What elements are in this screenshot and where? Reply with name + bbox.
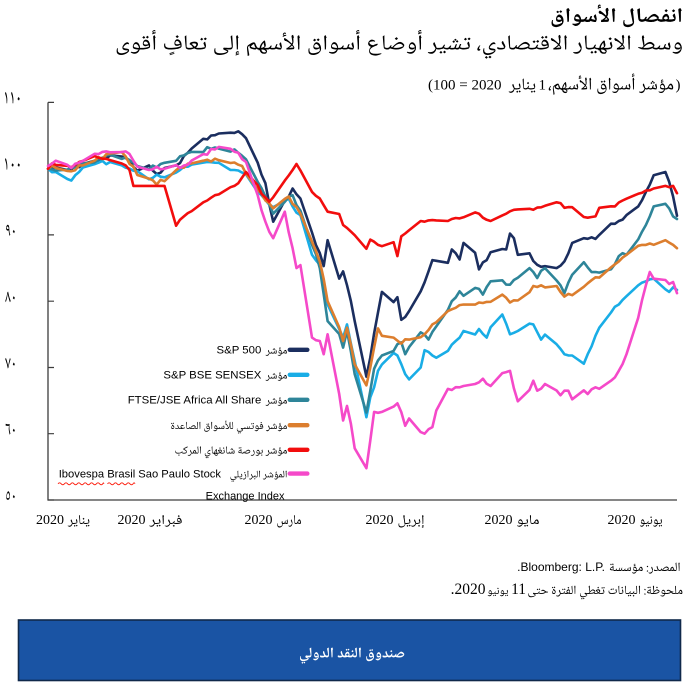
svg-text:Exchange Index: Exchange Index: [206, 490, 285, 502]
svg-text:.2020: .2020: [451, 581, 486, 598]
svg-text:2020: 2020: [36, 513, 64, 528]
svg-text:S&P BSE SENSEX: S&P BSE SENSEX: [163, 370, 261, 382]
svg-text:): ): [676, 78, 681, 94]
svg-text:11: 11: [511, 581, 526, 598]
svg-text:.Bloomberg: L.P.: .Bloomberg: L.P.: [517, 560, 605, 574]
svg-text:2020: 2020: [608, 513, 636, 528]
svg-text:Ibovespa Brasil Sao Paulo Stoc: Ibovespa Brasil Sao Paulo Stock: [59, 468, 222, 480]
svg-text:2020: 2020: [366, 513, 394, 528]
svg-text:2020: 2020: [118, 513, 146, 528]
svg-text:S&P 500: S&P 500: [217, 345, 262, 357]
svg-text:2020: 2020: [485, 513, 513, 528]
svg-text:2020: 2020: [245, 513, 273, 528]
svg-text:(100 = 2020: (100 = 2020: [428, 78, 501, 94]
svg-text:1: 1: [539, 78, 547, 94]
svg-text:FTSE/JSE Africa All Share: FTSE/JSE Africa All Share: [128, 395, 262, 407]
